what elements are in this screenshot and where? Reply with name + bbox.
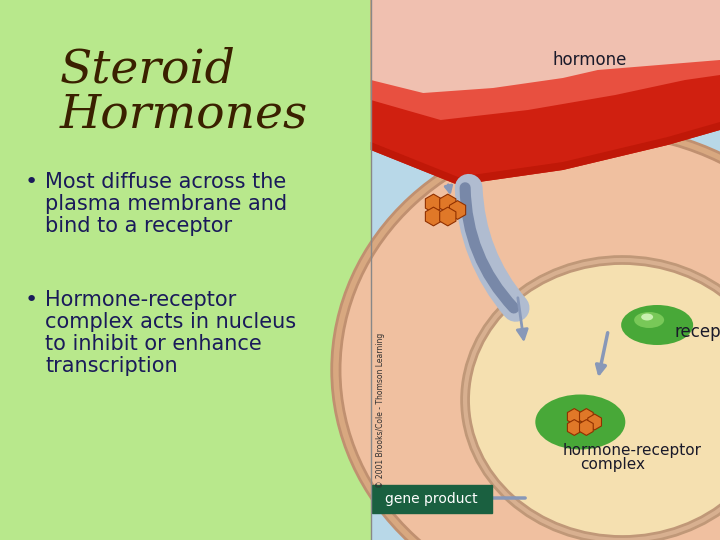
Text: Steroid: Steroid <box>60 48 236 93</box>
Text: complex acts in nucleus: complex acts in nucleus <box>45 312 296 332</box>
Ellipse shape <box>641 314 653 321</box>
Text: bind to a receptor: bind to a receptor <box>45 216 232 236</box>
Polygon shape <box>426 194 441 213</box>
Polygon shape <box>567 420 581 435</box>
Text: receptor: receptor <box>675 323 720 341</box>
FancyBboxPatch shape <box>372 485 492 513</box>
Bar <box>0 0 371 540</box>
FancyArrowPatch shape <box>437 494 525 502</box>
Ellipse shape <box>621 305 693 345</box>
Polygon shape <box>371 0 720 120</box>
Polygon shape <box>371 122 720 185</box>
FancyArrowPatch shape <box>517 298 527 339</box>
FancyArrowPatch shape <box>469 188 516 308</box>
FancyArrowPatch shape <box>597 333 608 374</box>
Text: •: • <box>25 290 38 310</box>
Ellipse shape <box>336 130 720 540</box>
Text: transcription: transcription <box>45 356 178 376</box>
Text: Most diffuse across the: Most diffuse across the <box>45 172 287 192</box>
FancyArrowPatch shape <box>465 188 514 308</box>
Text: plasma membrane and: plasma membrane and <box>45 194 287 214</box>
Polygon shape <box>440 194 456 213</box>
Text: Hormones: Hormones <box>60 92 308 138</box>
Text: hormone-receptor: hormone-receptor <box>563 442 702 457</box>
FancyArrowPatch shape <box>445 185 451 192</box>
Polygon shape <box>580 420 593 435</box>
Bar <box>371 0 720 540</box>
Text: gene product: gene product <box>385 492 478 506</box>
Polygon shape <box>449 201 466 219</box>
Ellipse shape <box>634 312 664 328</box>
Polygon shape <box>440 207 456 226</box>
Polygon shape <box>567 409 581 424</box>
Ellipse shape <box>465 260 720 540</box>
Text: complex: complex <box>580 457 645 472</box>
Text: to inhibit or enhance: to inhibit or enhance <box>45 334 262 354</box>
Polygon shape <box>588 414 601 430</box>
Polygon shape <box>426 207 441 226</box>
Polygon shape <box>371 0 720 93</box>
Text: Hormone-receptor: Hormone-receptor <box>45 290 236 310</box>
Text: hormone: hormone <box>552 51 626 69</box>
Polygon shape <box>580 409 593 424</box>
Polygon shape <box>371 0 720 185</box>
Text: •: • <box>25 172 38 192</box>
Ellipse shape <box>535 395 625 449</box>
Text: © 2001 Brooks/Cole - Thomson Learning: © 2001 Brooks/Cole - Thomson Learning <box>377 333 385 488</box>
